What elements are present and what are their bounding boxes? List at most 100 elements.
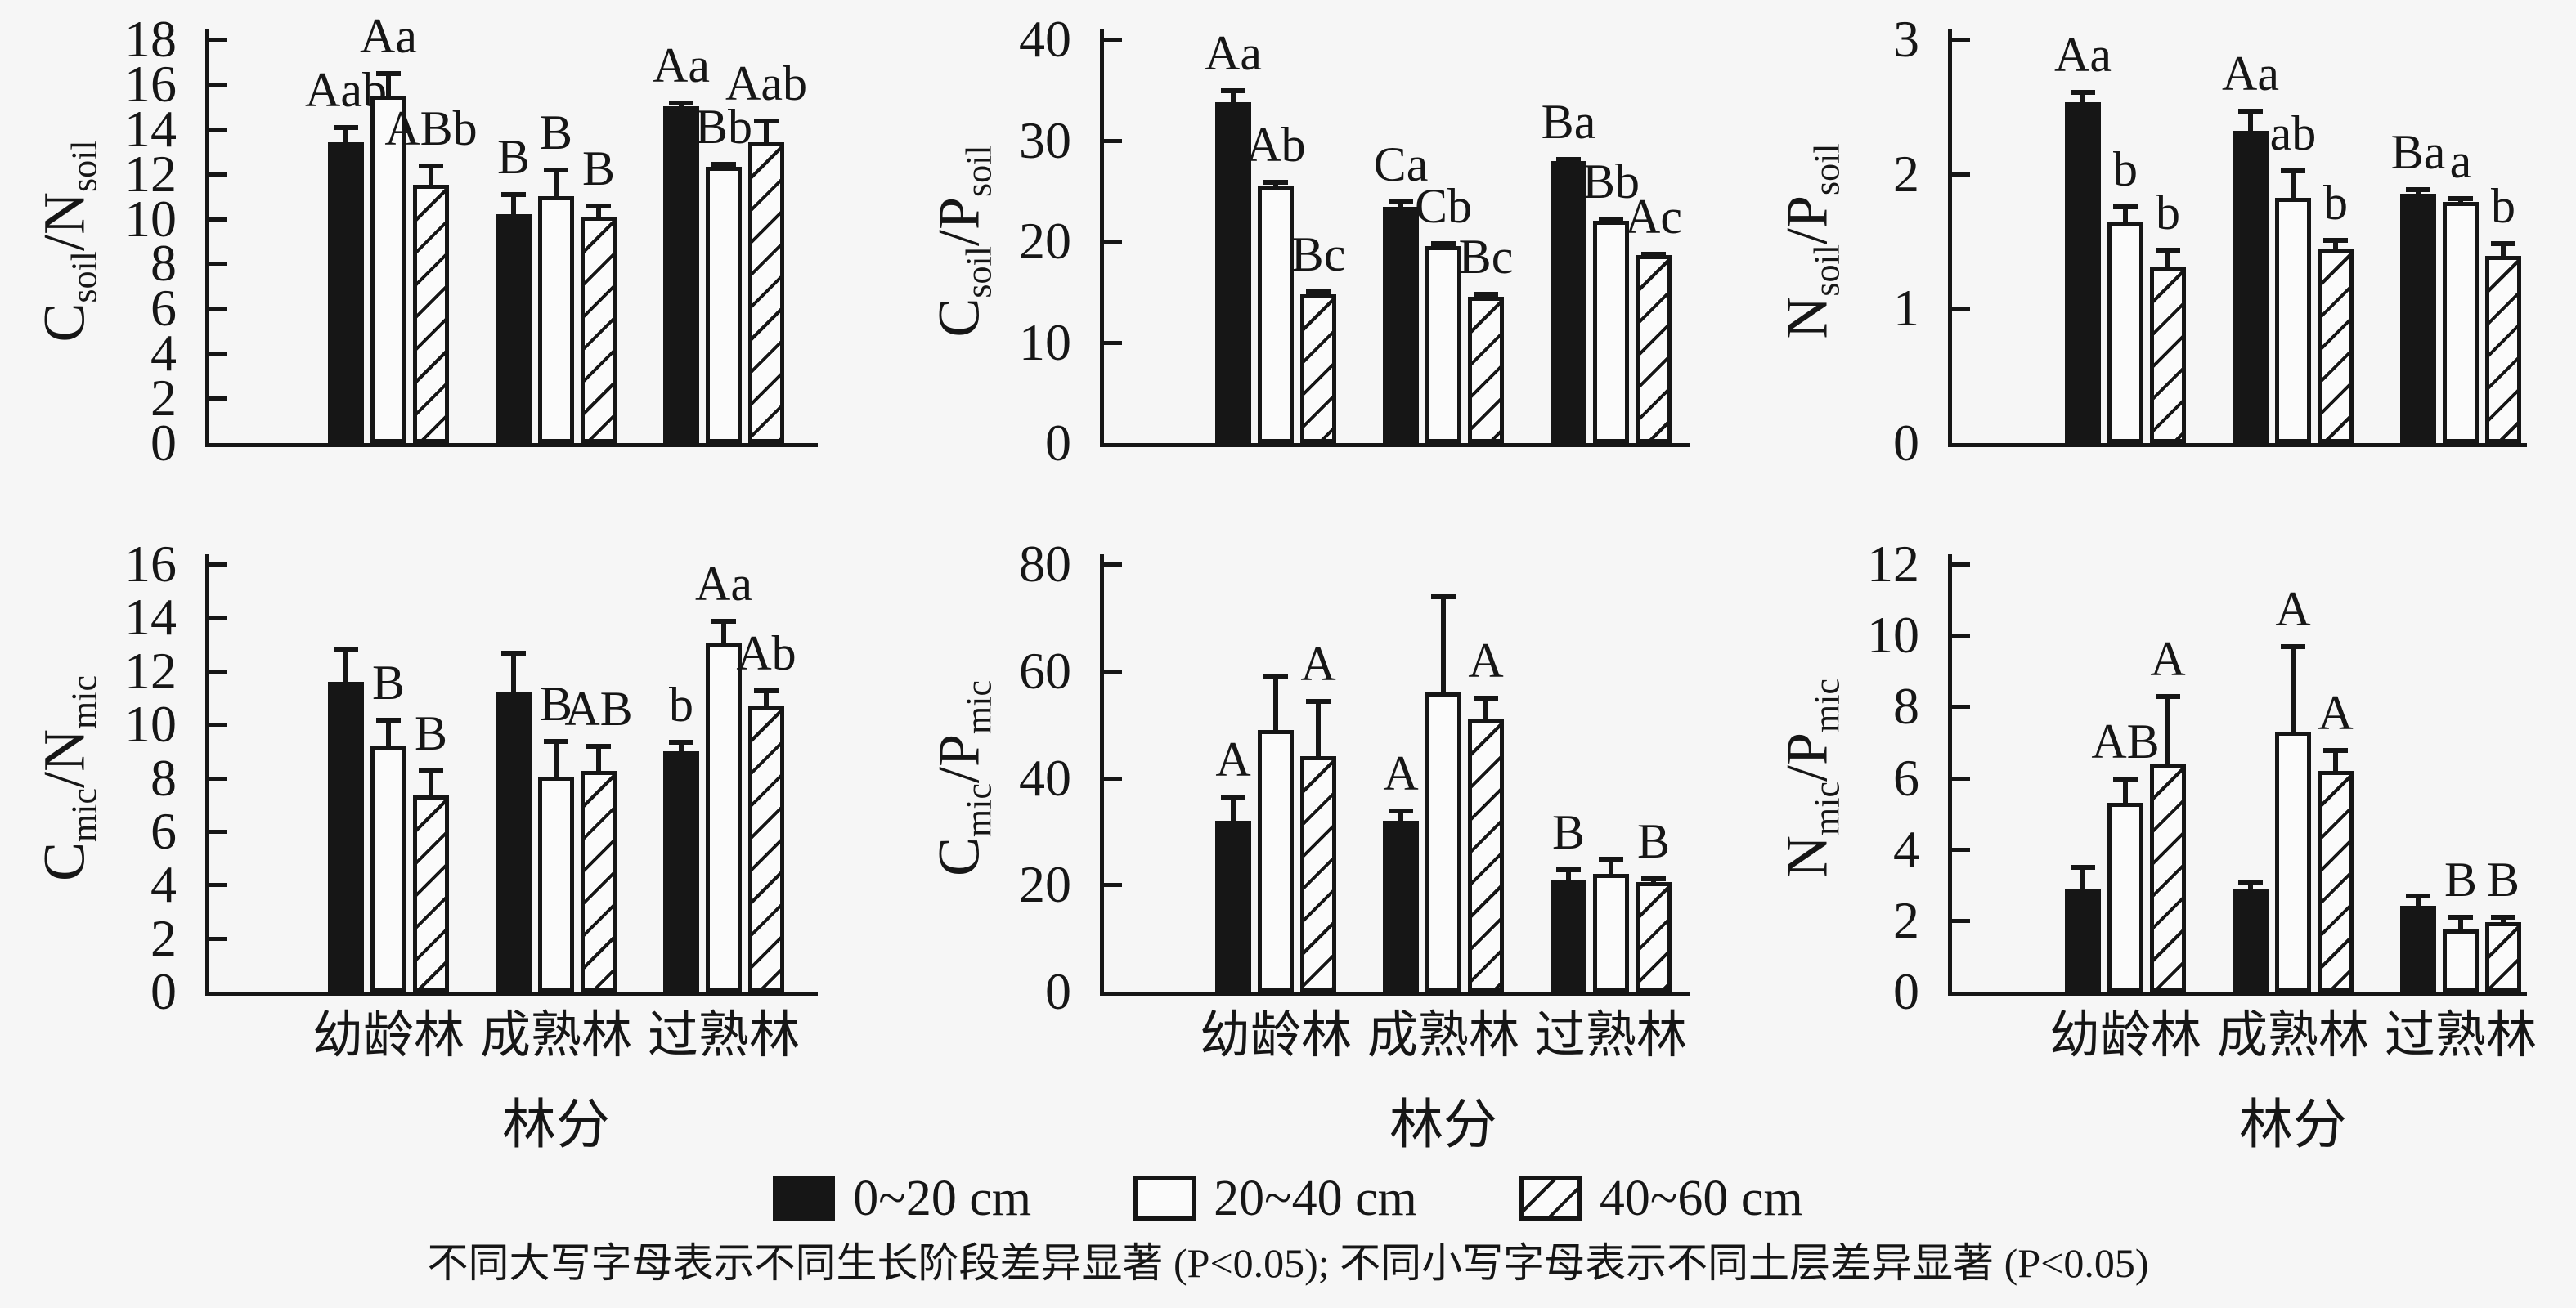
bar-open-幼龄林 — [370, 95, 406, 443]
significance-letter: Ab — [736, 625, 797, 680]
error-bar — [2291, 169, 2296, 199]
error-bar-cap — [2491, 915, 2515, 921]
category-label-过熟林: 过熟林 — [2384, 1008, 2538, 1064]
error-bar-cap — [2071, 865, 2095, 871]
error-bar — [2123, 206, 2128, 222]
y-tick-mark — [209, 172, 227, 177]
error-bar-cap — [669, 100, 693, 105]
error-bar-cap — [2448, 915, 2473, 921]
error-bar-cap — [754, 688, 779, 693]
error-bar-cap — [2406, 894, 2430, 899]
significance-letter: B — [2444, 853, 2478, 907]
bar-hatched-过熟林 — [2485, 922, 2521, 992]
significance-letter: A — [1468, 634, 1504, 688]
error-bar-cap — [2281, 168, 2305, 173]
y-tick-label: 40 — [1019, 748, 1071, 807]
bar-solid-过熟林 — [1551, 161, 1586, 443]
y-tick-mark — [209, 127, 227, 132]
error-bar — [554, 740, 559, 777]
y-tick-mark — [209, 352, 227, 356]
error-bar — [2165, 696, 2170, 764]
y-tick-mark — [209, 829, 227, 834]
category-label-过熟林: 过熟林 — [1534, 1008, 1688, 1064]
x-axis-line — [1100, 992, 1690, 996]
bar-open-幼龄林 — [370, 746, 406, 992]
error-bar-cap — [1474, 696, 1498, 701]
y-tick-label: 0 — [1893, 414, 1919, 472]
error-bar — [386, 719, 391, 746]
bar-solid-幼龄林 — [2065, 888, 2101, 992]
error-bar — [596, 746, 601, 772]
bar-solid-过熟林 — [663, 750, 699, 992]
significance-letter: Cb — [1414, 179, 1473, 234]
significance-letter: b — [669, 678, 693, 732]
significance-letter: a — [2449, 134, 2472, 189]
y-tick-label: 40 — [1019, 10, 1071, 68]
error-bar — [2248, 110, 2253, 131]
x-axis-line — [205, 992, 818, 996]
y-tick-label: 8 — [150, 748, 177, 807]
category-label-幼龄林: 幼龄林 — [2049, 1008, 2202, 1064]
error-bar-cap — [1306, 698, 1331, 704]
error-bar — [343, 127, 348, 143]
error-bar-cap — [1556, 867, 1581, 872]
y-axis-label-main: /P — [1774, 195, 1840, 245]
y-tick-label: 14 — [124, 99, 177, 158]
y-tick-mark — [209, 669, 227, 674]
y-tick-mark — [1952, 172, 1970, 177]
significance-letter: A — [2150, 632, 2186, 687]
category-label-幼龄林: 幼龄林 — [1199, 1008, 1353, 1064]
error-bar-cap — [1599, 856, 1623, 862]
error-bar-cap — [1221, 795, 1245, 800]
significance-letter: b — [2156, 185, 2180, 240]
bar-open-过熟林 — [1593, 221, 1629, 443]
bar-solid-成熟林 — [2233, 130, 2269, 443]
error-bar — [429, 769, 433, 795]
error-bar — [1609, 858, 1613, 875]
significance-letter: ABb — [384, 101, 478, 155]
error-bar — [1483, 697, 1488, 719]
bar-open-成熟林 — [538, 776, 574, 992]
bar-solid-幼龄林 — [328, 681, 364, 992]
significance-letter: ab — [2269, 105, 2317, 160]
error-bar — [554, 169, 559, 197]
error-bar-cap — [1474, 292, 1498, 298]
y-tick-label: 2 — [150, 908, 177, 967]
y-tick-mark — [1952, 705, 1970, 710]
error-bar-cap — [586, 744, 611, 750]
y-axis-line — [205, 29, 209, 447]
bar-solid-幼龄林 — [2065, 102, 2101, 443]
y-tick-mark — [1952, 562, 1970, 567]
error-bar — [1231, 89, 1236, 102]
error-bar — [2333, 749, 2338, 771]
error-bar-cap — [1221, 87, 1245, 93]
y-tick-mark — [1104, 240, 1122, 244]
error-bar-cap — [2323, 238, 2348, 244]
error-bar-cap — [1263, 180, 1288, 186]
x-axis-line — [1100, 443, 1690, 447]
legend-swatch-open-icon — [1133, 1176, 1196, 1221]
bar-open-过熟林 — [1593, 874, 1629, 992]
error-bar — [1566, 868, 1571, 880]
error-bar — [429, 164, 433, 186]
y-tick-mark — [209, 82, 227, 87]
error-bar — [1316, 700, 1321, 757]
y-tick-label: 6 — [1893, 748, 1919, 807]
y-axis-line — [1100, 554, 1104, 996]
error-bar-cap — [1599, 216, 1623, 222]
category-label-成熟林: 成熟林 — [1367, 1008, 1520, 1064]
legend-swatch-hatched-icon — [1519, 1176, 1582, 1221]
error-bar — [1441, 596, 1446, 692]
error-bar — [764, 119, 769, 143]
y-tick-mark — [1104, 776, 1122, 781]
y-tick-label: 0 — [150, 414, 177, 472]
bar-open-成熟林 — [2275, 731, 2311, 992]
category-label-成熟林: 成熟林 — [479, 1008, 633, 1064]
error-bar — [721, 620, 726, 643]
error-bar — [2165, 249, 2170, 267]
error-bar-cap — [376, 717, 401, 723]
error-bar-cap — [754, 118, 779, 123]
bar-solid-幼龄林 — [1215, 101, 1251, 443]
y-tick-mark — [209, 217, 227, 222]
